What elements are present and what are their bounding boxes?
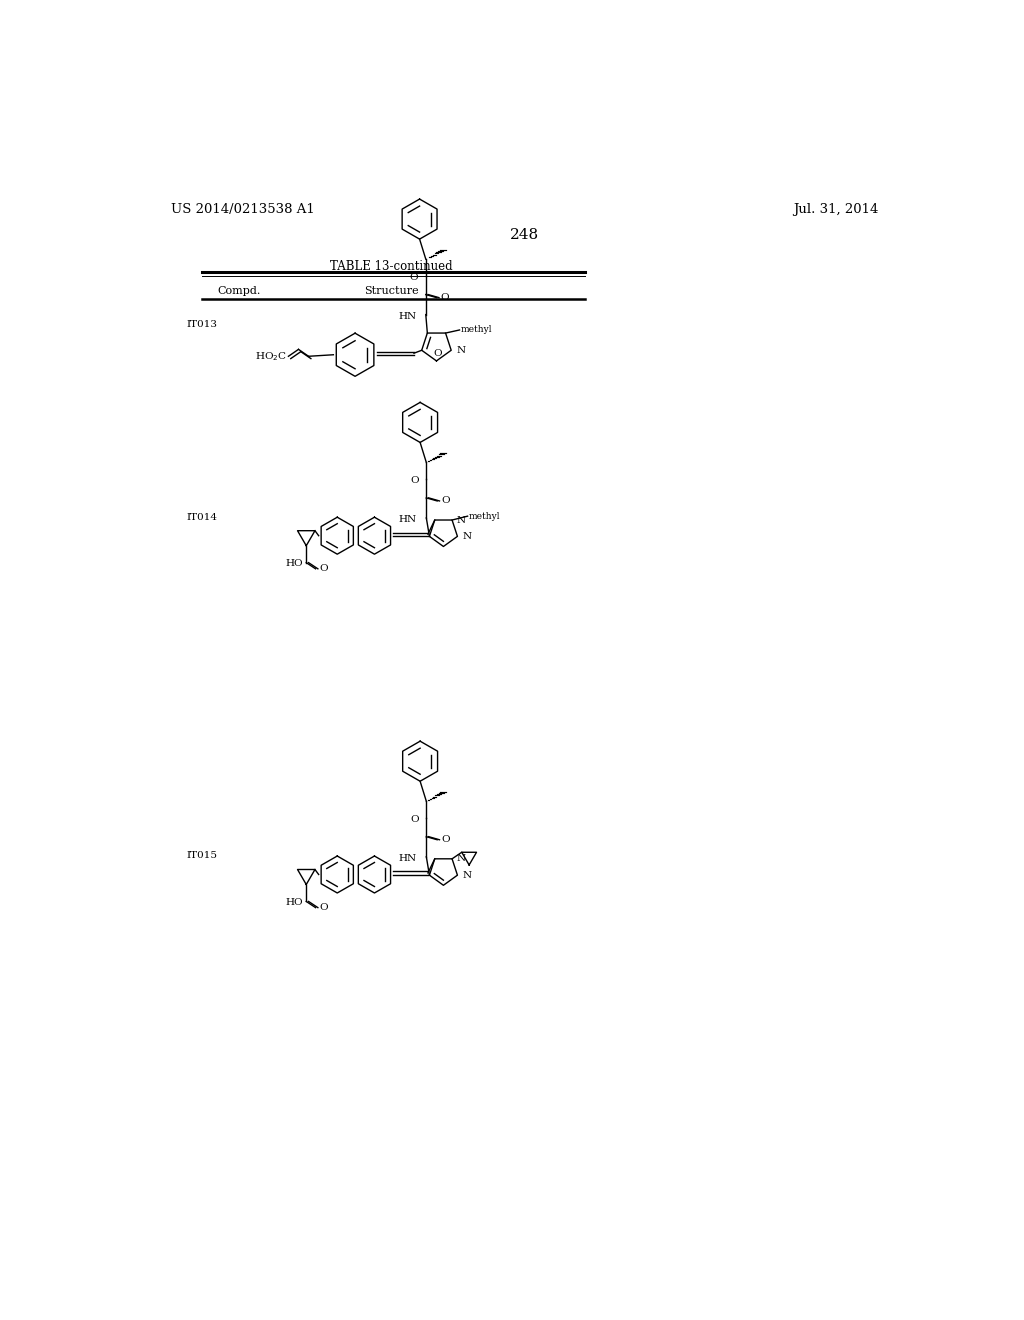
Text: O: O: [410, 273, 418, 282]
Text: N: N: [457, 854, 466, 863]
Text: O: O: [319, 565, 328, 573]
Text: O: O: [441, 836, 450, 845]
Text: IT013: IT013: [186, 321, 217, 329]
Text: O: O: [410, 477, 419, 486]
Text: TABLE 13-continued: TABLE 13-continued: [330, 260, 453, 273]
Text: Compd.: Compd.: [217, 286, 260, 296]
Text: N: N: [457, 516, 466, 524]
Text: HN: HN: [399, 515, 417, 524]
Text: O: O: [319, 903, 328, 912]
Text: Jul. 31, 2014: Jul. 31, 2014: [794, 203, 879, 216]
Text: HN: HN: [398, 312, 417, 321]
Text: HO$_2$C: HO$_2$C: [255, 351, 287, 363]
Text: O: O: [440, 293, 450, 302]
Text: N: N: [457, 346, 466, 355]
Text: Structure: Structure: [365, 286, 419, 296]
Text: HO: HO: [286, 898, 303, 907]
Text: N: N: [462, 532, 471, 541]
Text: methyl: methyl: [469, 512, 501, 520]
Text: O: O: [433, 348, 441, 358]
Text: O: O: [441, 496, 450, 506]
Text: 248: 248: [510, 227, 540, 242]
Text: methyl: methyl: [461, 326, 493, 334]
Text: HO: HO: [286, 558, 303, 568]
Text: O: O: [410, 816, 419, 824]
Text: N: N: [462, 871, 471, 879]
Text: IT014: IT014: [186, 512, 217, 521]
Text: HN: HN: [399, 854, 417, 863]
Text: US 2014/0213538 A1: US 2014/0213538 A1: [171, 203, 314, 216]
Text: IT015: IT015: [186, 851, 217, 861]
